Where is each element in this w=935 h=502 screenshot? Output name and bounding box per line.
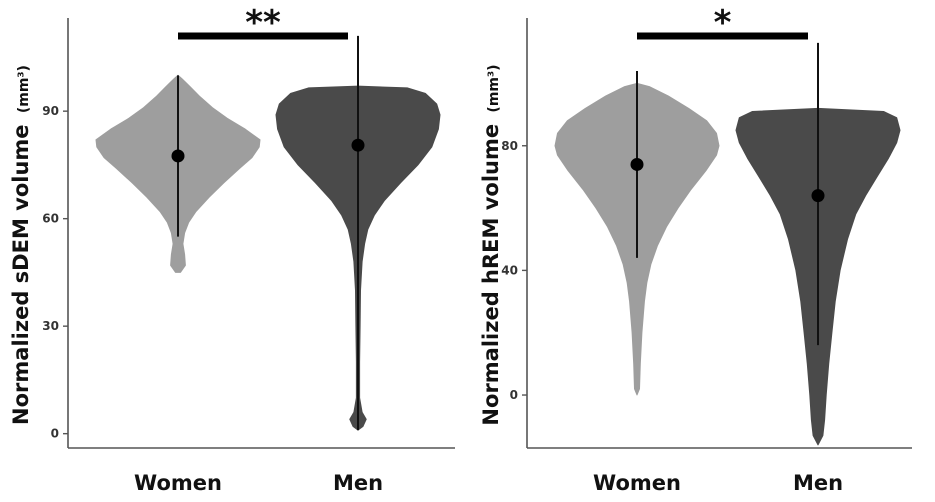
chart-panel-2: 0 40 80 Women Men * Normalized hREM volume (mm…: [479, 3, 912, 495]
y-tick-label: 40: [501, 263, 518, 277]
mean-point-women: [630, 157, 644, 171]
y-tick-label: 0: [510, 388, 518, 402]
y-axis-label-main: Normalized sDEM volume: [9, 117, 33, 425]
mean-point-women: [171, 149, 185, 163]
y-axis-label: Normalized sDEM volume (mm³): [9, 65, 33, 425]
mean-point-men: [811, 189, 825, 203]
y-axis-label-unit: (mm³): [486, 64, 502, 112]
significance-stars: **: [245, 3, 281, 43]
mean-point-men: [351, 138, 365, 152]
y-axis-label-main: Normalized hREM volume: [479, 117, 503, 426]
y-tick-label: 30: [42, 319, 59, 333]
y-tick-label: 60: [42, 212, 59, 226]
chart-panel-1: 0 30 60 90 Women Men ** Normalized sDEM volume …: [9, 3, 455, 495]
y-axis-label: Normalized hREM volume (mm³): [479, 64, 503, 425]
x-category-label: Women: [593, 471, 681, 495]
y-tick-label: 0: [51, 427, 59, 441]
x-category-label: Men: [793, 471, 843, 495]
x-category-label: Men: [333, 471, 383, 495]
significance-stars: *: [714, 3, 732, 43]
y-axis-label-unit: (mm³): [16, 65, 32, 113]
y-tick-label: 90: [42, 104, 59, 118]
y-tick-label: 80: [501, 139, 518, 153]
x-category-label: Women: [134, 471, 222, 495]
